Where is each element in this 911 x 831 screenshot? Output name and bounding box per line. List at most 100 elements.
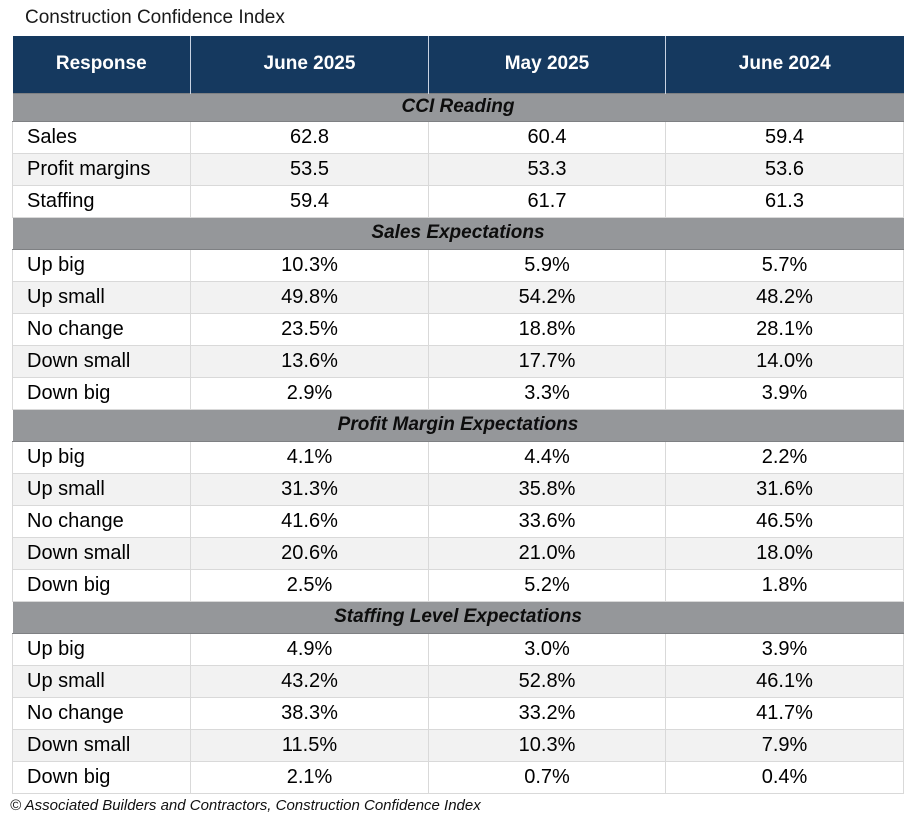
response-cell: Up small [12, 472, 191, 506]
column-header-response: Response [12, 36, 191, 93]
value-cell: 4.4% [428, 440, 666, 474]
response-cell: Up big [12, 248, 191, 282]
response-cell: Up small [12, 664, 191, 698]
value-cell: 61.3 [665, 184, 904, 218]
table-row: Down small 20.6% 21.0% 18.0% [12, 536, 904, 570]
response-cell: No change [12, 696, 191, 730]
value-cell: 38.3% [190, 696, 429, 730]
response-cell: Down big [12, 376, 191, 410]
value-cell: 31.6% [665, 472, 904, 506]
value-cell: 4.9% [190, 632, 429, 666]
value-cell: 17.7% [428, 344, 666, 378]
response-cell: Down big [12, 568, 191, 602]
value-cell: 0.4% [665, 760, 904, 794]
section-band-row: Profit Margin Expectations [12, 408, 904, 442]
table-row: Down big 2.9% 3.3% 3.9% [12, 376, 904, 410]
value-cell: 46.5% [665, 504, 904, 538]
source-attribution: © Associated Builders and Contractors, C… [10, 796, 481, 814]
value-cell: 10.3% [428, 728, 666, 762]
value-cell: 11.5% [190, 728, 429, 762]
table-row: Up big 10.3% 5.9% 5.7% [12, 248, 904, 282]
value-cell: 3.9% [665, 376, 904, 410]
value-cell: 5.2% [428, 568, 666, 602]
value-cell: 2.2% [665, 440, 904, 474]
table-row: Down small 11.5% 10.3% 7.9% [12, 728, 904, 762]
column-header-may-2025: May 2025 [428, 36, 666, 93]
value-cell: 2.1% [190, 760, 429, 794]
value-cell: 3.9% [665, 632, 904, 666]
response-cell: Down big [12, 760, 191, 794]
response-cell: Profit margins [12, 152, 191, 186]
value-cell: 49.8% [190, 280, 429, 314]
response-cell: Down small [12, 344, 191, 378]
response-cell: No change [12, 312, 191, 346]
value-cell: 48.2% [665, 280, 904, 314]
section-band-label: Profit Margin Expectations [12, 408, 904, 442]
value-cell: 5.7% [665, 248, 904, 282]
response-cell: Down small [12, 536, 191, 570]
value-cell: 2.5% [190, 568, 429, 602]
table-row: Profit margins 53.5 53.3 53.6 [12, 152, 904, 186]
page-title: Construction Confidence Index [25, 7, 285, 28]
response-cell: Up big [12, 440, 191, 474]
table-row: Staffing 59.4 61.7 61.3 [12, 184, 904, 218]
value-cell: 18.8% [428, 312, 666, 346]
value-cell: 53.5 [190, 152, 429, 186]
value-cell: 10.3% [190, 248, 429, 282]
value-cell: 2.9% [190, 376, 429, 410]
value-cell: 53.3 [428, 152, 666, 186]
value-cell: 33.2% [428, 696, 666, 730]
section-band-label: Sales Expectations [12, 216, 904, 250]
table-row: Up big 4.9% 3.0% 3.9% [12, 632, 904, 666]
table-row: No change 41.6% 33.6% 46.5% [12, 504, 904, 538]
value-cell: 7.9% [665, 728, 904, 762]
value-cell: 3.3% [428, 376, 666, 410]
response-cell: Sales [12, 120, 191, 154]
value-cell: 43.2% [190, 664, 429, 698]
value-cell: 31.3% [190, 472, 429, 506]
response-cell: Up small [12, 280, 191, 314]
response-cell: Staffing [12, 184, 191, 218]
table-header: Response June 2025 May 2025 June 2024 [12, 36, 904, 93]
response-cell: No change [12, 504, 191, 538]
column-header-june-2024: June 2024 [665, 36, 904, 93]
value-cell: 28.1% [665, 312, 904, 346]
value-cell: 1.8% [665, 568, 904, 602]
value-cell: 35.8% [428, 472, 666, 506]
table-row: Up small 43.2% 52.8% 46.1% [12, 664, 904, 698]
value-cell: 59.4 [190, 184, 429, 218]
value-cell: 52.8% [428, 664, 666, 698]
value-cell: 14.0% [665, 344, 904, 378]
value-cell: 61.7 [428, 184, 666, 218]
value-cell: 54.2% [428, 280, 666, 314]
value-cell: 21.0% [428, 536, 666, 570]
table-row: No change 23.5% 18.8% 28.1% [12, 312, 904, 346]
response-cell: Down small [12, 728, 191, 762]
section-band-label: Staffing Level Expectations [12, 600, 904, 634]
value-cell: 41.7% [665, 696, 904, 730]
table-row: Up big 4.1% 4.4% 2.2% [12, 440, 904, 474]
value-cell: 41.6% [190, 504, 429, 538]
value-cell: 5.9% [428, 248, 666, 282]
value-cell: 23.5% [190, 312, 429, 346]
table-row: Down small 13.6% 17.7% 14.0% [12, 344, 904, 378]
table-row: Down big 2.5% 5.2% 1.8% [12, 568, 904, 602]
section-band-row: Sales Expectations [12, 216, 904, 250]
response-cell: Up big [12, 632, 191, 666]
table-row: Up small 31.3% 35.8% 31.6% [12, 472, 904, 506]
value-cell: 53.6 [665, 152, 904, 186]
value-cell: 59.4 [665, 120, 904, 154]
cci-table: Response June 2025 May 2025 June 2024 CC… [12, 36, 904, 794]
value-cell: 60.4 [428, 120, 666, 154]
value-cell: 20.6% [190, 536, 429, 570]
section-band-row: CCI Reading [12, 92, 904, 122]
value-cell: 13.6% [190, 344, 429, 378]
value-cell: 4.1% [190, 440, 429, 474]
value-cell: 33.6% [428, 504, 666, 538]
section-band-label: CCI Reading [12, 92, 904, 122]
column-header-june-2025: June 2025 [190, 36, 429, 93]
table-row: Up small 49.8% 54.2% 48.2% [12, 280, 904, 314]
table-row: No change 38.3% 33.2% 41.7% [12, 696, 904, 730]
value-cell: 3.0% [428, 632, 666, 666]
